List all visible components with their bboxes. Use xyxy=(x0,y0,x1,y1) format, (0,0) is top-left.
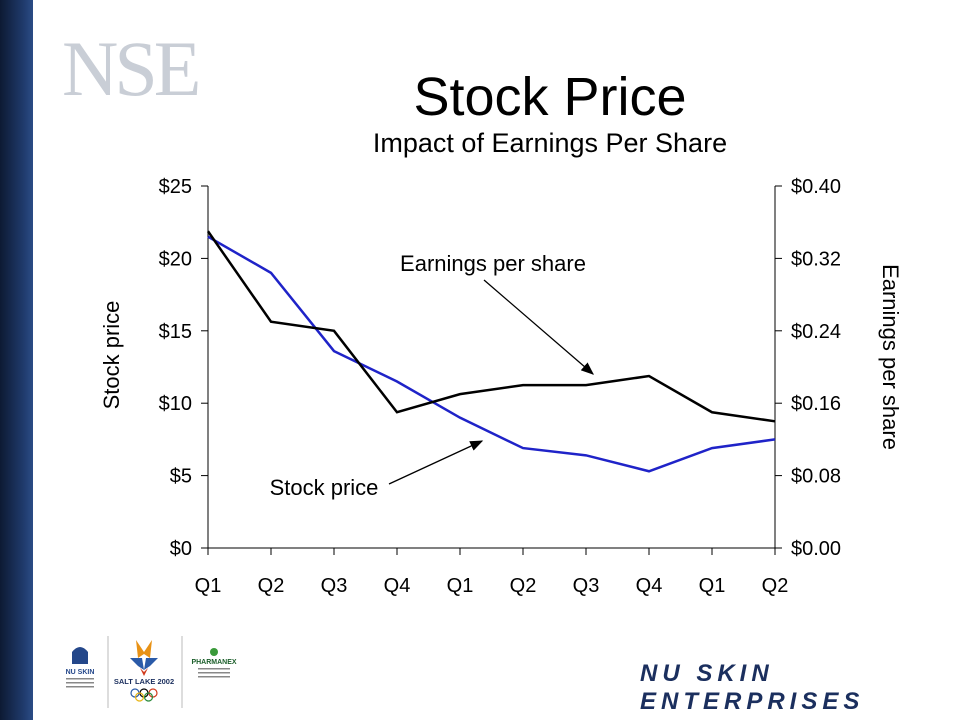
x-tick-label: Q4 xyxy=(384,575,411,597)
left-axis-title: Stock price xyxy=(99,301,124,410)
right-tick-label: $0.08 xyxy=(791,466,841,488)
stock-price-annotation-label: Stock price xyxy=(270,475,379,500)
right-tick-label: $0.16 xyxy=(791,393,841,415)
eps-annotation-label: Earnings per share xyxy=(400,251,586,276)
right-tick-label: $0.00 xyxy=(791,538,841,560)
nu-skin-logo: NU SKIN xyxy=(66,647,95,688)
page-title: Stock Price xyxy=(413,67,687,127)
left-tick-label: $25 xyxy=(159,176,192,198)
nu-skin-enterprises-wordmark: NU SKIN ENTERPRISES xyxy=(640,660,865,715)
salt-lake-2002-logo: SALT LAKE 2002 xyxy=(114,640,174,702)
stock-price-annotation-arrow xyxy=(388,440,484,485)
nse-logo: NSE xyxy=(62,25,201,112)
stock-price-line xyxy=(207,235,776,473)
x-tick-label: Q2 xyxy=(510,575,537,597)
right-tick-label: $0.32 xyxy=(791,248,841,270)
pharmanex-logo-text: PHARMANEX xyxy=(191,659,236,666)
chart-annotations: Earnings per share Stock price xyxy=(270,251,594,500)
chart-series xyxy=(206,230,776,473)
left-tick-label: $20 xyxy=(159,248,192,270)
left-accent-bar xyxy=(0,0,33,720)
left-tick-label: $15 xyxy=(159,321,192,343)
x-tick-label: Q3 xyxy=(321,575,348,597)
saltlake-logo-text: SALT LAKE 2002 xyxy=(114,677,174,686)
x-tick-label: Q3 xyxy=(573,575,600,597)
right-tick-label: $0.40 xyxy=(791,176,841,198)
right-tick-label: $0.24 xyxy=(791,321,841,343)
x-tick-label: Q4 xyxy=(636,575,663,597)
earnings-per-share-line xyxy=(206,230,776,423)
pharmanex-logo: PHARMANEX xyxy=(191,648,237,678)
left-tick-label: $5 xyxy=(170,466,192,488)
x-tick-label: Q1 xyxy=(195,575,222,597)
page-subtitle: Impact of Earnings Per Share xyxy=(372,128,728,158)
x-tick-label: Q1 xyxy=(447,575,474,597)
eps-annotation-arrow xyxy=(483,279,594,375)
left-tick-label: $0 xyxy=(170,538,192,560)
left-tick-label: $10 xyxy=(159,393,192,415)
right-axis-title: Earnings per share xyxy=(878,264,903,450)
chart-axes: $0 $5 $10 $15 $20 $25 $0.00 $0.08 $0.16 $0.24 $0.3… xyxy=(99,176,903,597)
x-tick-label: Q2 xyxy=(762,575,789,597)
x-tick-label: Q2 xyxy=(258,575,285,597)
nuskin-logo-text: NU SKIN xyxy=(66,669,95,676)
x-tick-label: Q1 xyxy=(699,575,726,597)
olympic-sponsor-logos: NU SKIN SALT LAKE 2002 PHARMANEX xyxy=(66,636,237,708)
